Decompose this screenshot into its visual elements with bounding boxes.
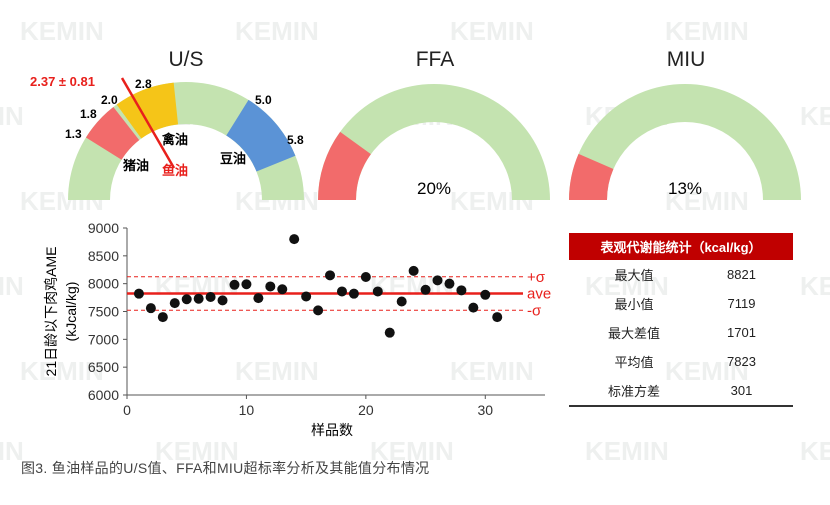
x-tick-label: 10 xyxy=(239,402,255,418)
data-point xyxy=(492,312,503,323)
x-tick-label: 20 xyxy=(358,402,374,418)
data-point xyxy=(444,278,455,289)
data-point xyxy=(157,312,168,323)
watermark-text: KEMIN xyxy=(800,271,830,301)
data-point xyxy=(325,270,336,281)
x-tick-label: 30 xyxy=(477,402,493,418)
data-point xyxy=(301,291,312,302)
watermark-text: KEMIN xyxy=(585,436,669,466)
y-tick-label: 6000 xyxy=(88,387,119,403)
us-label-fish: 鱼油 xyxy=(162,163,188,178)
stats-label-range: 最大差值 xyxy=(607,326,660,341)
stats-label-min: 最小值 xyxy=(614,297,654,312)
data-point xyxy=(360,271,371,282)
us-tick-2: 1.8 xyxy=(80,107,97,121)
us-gauge: 2.37 ± 0.81 1.3 1.8 2.0 2.8 5.0 5.8 猪油 鱼… xyxy=(30,74,304,200)
us-soy-band xyxy=(226,99,296,172)
us-gauge-title: U/S xyxy=(168,48,204,71)
ame-scatter-chart: 6000 6500 7000 7500 8000 8500 9000 0 10 20 30 +σa… xyxy=(43,220,551,438)
data-point xyxy=(145,303,156,314)
data-point xyxy=(217,295,228,306)
ffa-gauge-title: FFA xyxy=(415,48,455,71)
data-point xyxy=(384,327,395,338)
data-point xyxy=(169,298,180,309)
y-tick-label: 7000 xyxy=(88,331,119,347)
data-point xyxy=(408,265,419,276)
data-point xyxy=(181,294,192,305)
miu-gauge-title: MIU xyxy=(666,48,706,71)
ffa-gauge-value: 20% xyxy=(417,179,451,198)
us-label-soy: 豆油 xyxy=(220,151,246,166)
us-highlight-value: 2.37 ± 0.81 xyxy=(30,74,95,89)
stats-label-mean: 平均值 xyxy=(614,355,654,370)
data-point xyxy=(277,284,288,295)
miu-gauge-value: 13% xyxy=(668,179,702,198)
ffa-gauge-fill xyxy=(318,131,371,200)
x-axis-label: 样品数 xyxy=(311,422,353,438)
data-point xyxy=(241,279,252,290)
y-tick-label: 8000 xyxy=(88,276,119,292)
data-point xyxy=(205,292,216,303)
ffa-gauge-arc xyxy=(318,84,550,200)
y-axis-label: 21日龄以下肉鸡AME (kJcal/kg) xyxy=(43,247,79,377)
y-tick-label: 8500 xyxy=(88,248,119,264)
data-point xyxy=(480,289,491,300)
stats-label-max: 最大值 xyxy=(614,268,654,283)
stats-value-min: 7119 xyxy=(727,296,756,311)
stats-value-mean: 7823 xyxy=(727,354,756,369)
us-pork-band xyxy=(85,107,140,160)
stats-value-max: 8821 xyxy=(727,267,756,282)
y-axis: 6000 6500 7000 7500 8000 8500 9000 xyxy=(88,220,128,403)
us-tick-5: 5.0 xyxy=(255,93,272,107)
figure-caption: 图3. 鱼油样品的U/S值、FFA和MIU超标率分析及其能值分布情况 xyxy=(21,460,430,476)
x-axis: 0 10 20 30 xyxy=(123,394,545,418)
miu-gauge-arc xyxy=(569,84,801,200)
y-tick-label: 7500 xyxy=(88,304,119,320)
y-tick-label: 6500 xyxy=(88,359,119,375)
reference-line-label: +σ xyxy=(527,269,546,286)
stats-label-sd: 标准方差 xyxy=(569,376,690,407)
us-fish-oil-needle xyxy=(120,77,176,169)
data-point xyxy=(133,288,144,299)
data-point xyxy=(456,285,467,296)
us-tick-4: 2.8 xyxy=(135,77,152,91)
data-point xyxy=(396,296,407,307)
us-label-poultry: 禽油 xyxy=(161,132,188,147)
data-points xyxy=(133,234,503,338)
data-point xyxy=(313,305,324,316)
data-point xyxy=(432,275,443,286)
miu-gauge-fill xyxy=(569,153,614,200)
reference-line-label: ave xyxy=(527,286,551,303)
x-tick-label: 0 xyxy=(123,402,131,418)
data-point xyxy=(193,293,204,304)
stats-title: 表观代谢能统计（kcal/kg） xyxy=(569,233,793,260)
data-point xyxy=(265,281,276,292)
us-tick-6: 5.8 xyxy=(287,133,304,147)
us-tick-1: 1.3 xyxy=(65,127,82,141)
ffa-gauge: 20% xyxy=(318,84,550,200)
us-label-pork: 猪油 xyxy=(122,158,149,173)
data-point xyxy=(348,288,359,299)
data-point xyxy=(468,302,479,313)
us-tick-3: 2.0 xyxy=(101,93,118,107)
data-point xyxy=(372,286,383,297)
stats-value-sd: 301 xyxy=(690,376,793,407)
data-point xyxy=(253,293,264,304)
data-point xyxy=(336,286,347,297)
gauges-svg: 2.37 ± 0.81 1.3 1.8 2.0 2.8 5.0 5.8 猪油 鱼… xyxy=(30,74,801,200)
data-point xyxy=(420,284,431,295)
watermark-text: KEMIN xyxy=(800,436,830,466)
stats-value-range: 1701 xyxy=(727,325,756,340)
y-tick-label: 9000 xyxy=(88,220,119,236)
reference-line-label: -σ xyxy=(527,302,542,319)
data-point xyxy=(229,279,240,290)
miu-gauge: 13% xyxy=(569,84,801,200)
ame-stats-table: 表观代谢能统计（kcal/kg） 最大值 8821 最小值 7119 最大差值 170… xyxy=(569,233,793,407)
data-point xyxy=(289,234,300,245)
